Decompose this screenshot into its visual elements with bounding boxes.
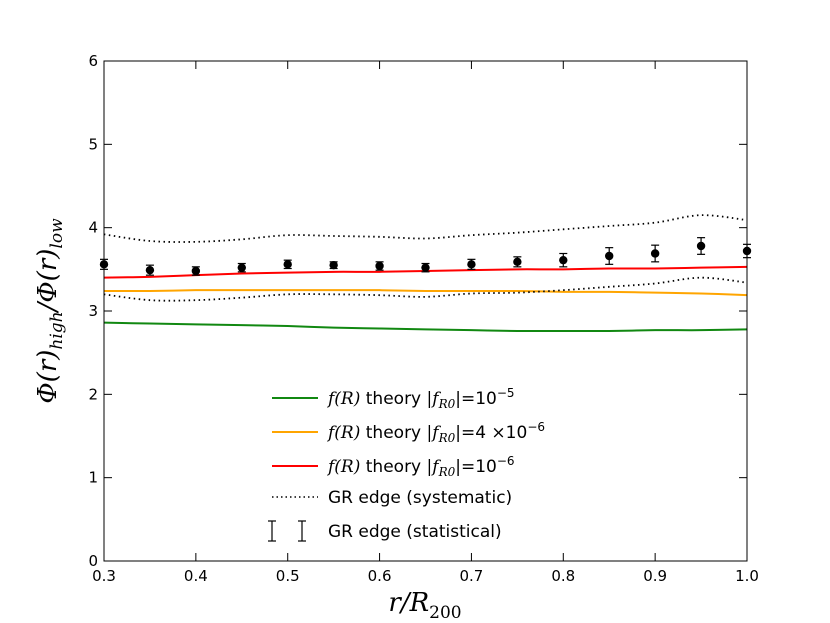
series-line-3 <box>103 214 748 243</box>
y-tick-label: 3 <box>88 302 98 320</box>
x-axis-label: r/R200 <box>388 588 461 623</box>
x-tick-label: 0.7 <box>459 567 483 585</box>
data-point-5 <box>329 260 338 270</box>
legend: f(R) theory |fR0|=10−5 f(R) theory |fR0|… <box>268 386 545 542</box>
series-line-1 <box>103 289 748 297</box>
data-point-10 <box>559 252 568 268</box>
x-tick-label: 0.8 <box>551 567 575 585</box>
x-tick-label: 0.4 <box>184 567 208 585</box>
point-marker <box>329 260 338 270</box>
legend-entry-orange: f(R) theory |fR0|=4 ×10−6 <box>326 420 545 445</box>
point-marker <box>696 241 706 251</box>
y-tick-label: 4 <box>88 219 98 237</box>
x-tick-label: 0.6 <box>368 567 392 585</box>
y-tick-label: 0 <box>88 552 98 570</box>
data-point-6 <box>375 261 384 271</box>
y-tick-label: 1 <box>88 469 98 487</box>
plot-frame <box>103 60 748 562</box>
plot-area <box>99 214 752 333</box>
point-marker <box>513 257 522 267</box>
legend-entry-green: f(R) theory |fR0|=10−5 <box>326 386 515 411</box>
x-tick-label: 1.0 <box>735 567 759 585</box>
point-marker <box>559 255 568 265</box>
point-marker <box>605 251 614 261</box>
data-point-8 <box>467 258 476 270</box>
legend-swatch-statistical <box>268 520 306 542</box>
legend-entry-red: f(R) theory |fR0|=10−6 <box>326 454 515 479</box>
series-line-4 <box>103 276 748 302</box>
x-tick-label: 0.3 <box>92 567 116 585</box>
data-point-13 <box>696 237 706 255</box>
point-marker <box>467 260 476 269</box>
point-marker <box>421 263 430 272</box>
point-marker <box>145 265 155 275</box>
point-marker <box>283 260 292 269</box>
y-tick-label: 2 <box>88 385 98 403</box>
legend-entry-statistical: GR edge (statistical) <box>328 522 502 542</box>
data-point-1 <box>145 264 155 276</box>
data-point-12 <box>650 244 660 263</box>
point-marker <box>237 263 246 272</box>
data-point-9 <box>513 256 522 268</box>
point-marker <box>650 249 660 258</box>
data-point-2 <box>191 266 201 276</box>
data-point-4 <box>283 259 292 270</box>
series-line-0 <box>103 321 748 333</box>
data-point-7 <box>421 262 430 273</box>
point-marker <box>191 266 201 276</box>
point-marker <box>375 261 384 271</box>
axis-ticks: 0.3 0.4 0.5 0.6 0.7 0.8 0.9 1.0 0 1 2 3 4 5 6 <box>88 52 758 585</box>
y-axis-label: Φ(r)high/Φ(r)low <box>33 218 67 404</box>
legend-entry-systematic: GR edge (systematic) <box>328 488 512 508</box>
data-point-3 <box>237 262 246 273</box>
data-point-11 <box>605 247 614 265</box>
y-tick-label: 6 <box>88 52 98 70</box>
x-tick-label: 0.9 <box>643 567 667 585</box>
y-tick-label: 5 <box>88 135 98 153</box>
x-tick-label: 0.5 <box>276 567 300 585</box>
